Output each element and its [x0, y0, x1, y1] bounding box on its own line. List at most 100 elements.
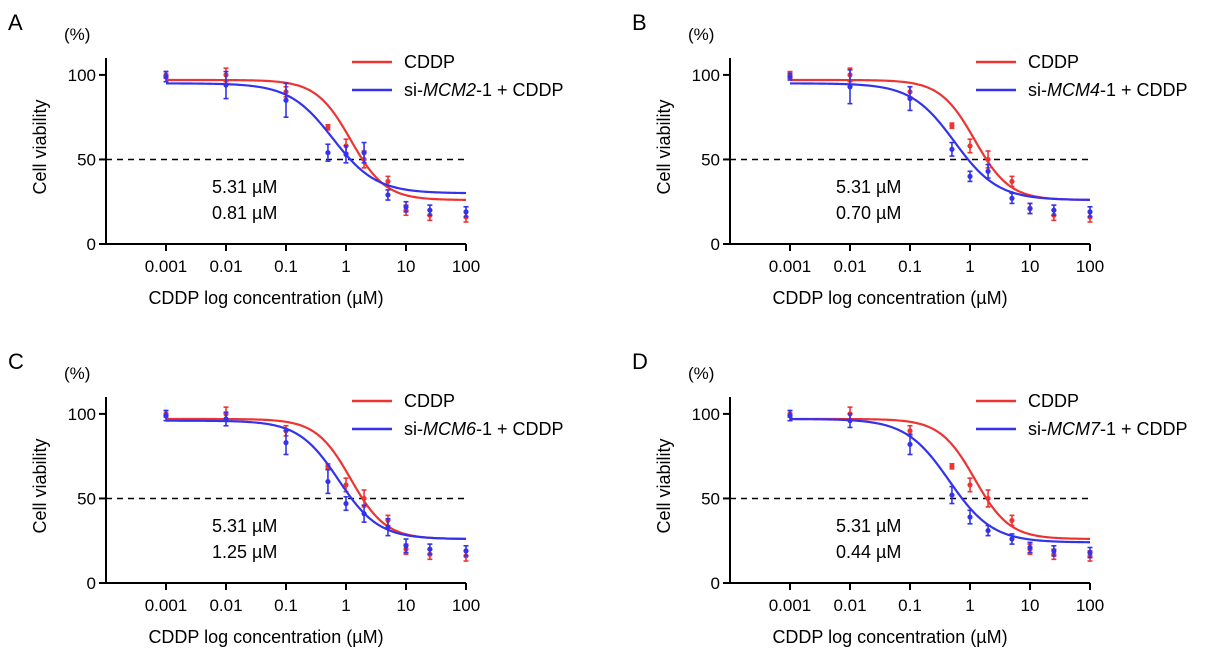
data-point [787, 413, 793, 419]
x-tick-label: 1 [341, 257, 350, 276]
legend-label: si-MCM2-1 + CDDP [404, 80, 564, 100]
data-point [427, 207, 433, 213]
data-point [343, 500, 349, 507]
panel-label: C [8, 349, 24, 374]
legend-suffix: -1 + CDDP [1100, 419, 1188, 439]
data-point [949, 146, 955, 152]
data-point [907, 441, 913, 447]
data-point [223, 416, 229, 422]
fit-curve-si [789, 417, 1091, 544]
chart-panel-b: B 0 50 100 0.001 0.01 0.1 1 10 100 CDDP log concen… [632, 10, 1188, 308]
data-point [1087, 209, 1093, 215]
x-axis-label: CDDP log concentration (µM) [148, 288, 383, 308]
y-tick-label: 0 [711, 235, 720, 254]
x-axis-label: CDDP log concentration (µM) [772, 288, 1007, 308]
y-tick-label: 100 [68, 405, 96, 424]
data-point [1009, 195, 1015, 201]
y-axis-label: Cell viability [654, 438, 674, 533]
legend-prefix: CDDP [1028, 52, 1079, 72]
y-axis-label: Cell viability [654, 99, 674, 194]
y-tick-label: 0 [87, 235, 96, 254]
data-point [223, 82, 229, 88]
data-point [463, 209, 469, 215]
x-tick-label: 100 [452, 257, 480, 276]
legend-gene: MCM4 [1047, 80, 1100, 100]
x-tick-label: 0.01 [833, 257, 866, 276]
x-tick-label: 100 [452, 596, 480, 615]
data-point [847, 84, 853, 90]
data-point [427, 546, 433, 552]
data-point [967, 143, 973, 149]
data-point [985, 495, 991, 502]
legend-gene: MCM6 [423, 419, 477, 439]
y-tick-label: 100 [692, 66, 720, 85]
y-tick-label: 100 [68, 66, 96, 85]
x-tick-label: 10 [397, 257, 416, 276]
x-tick-label: 0.1 [898, 257, 922, 276]
y-unit-label: (%) [64, 25, 90, 44]
data-point [1027, 544, 1033, 551]
panel-label: B [632, 10, 647, 35]
panel-label: A [8, 10, 23, 35]
y-tick-label: 50 [77, 489, 96, 508]
legend-prefix: CDDP [404, 391, 455, 411]
data-point [1009, 517, 1015, 524]
data-point [403, 204, 409, 210]
data-point [787, 74, 793, 80]
data-point [283, 97, 289, 103]
data-point [1051, 207, 1057, 213]
x-tick-label: 1 [965, 596, 974, 615]
ic50-label-cddp: 5.31 µM [836, 177, 901, 197]
x-tick-label: 100 [1076, 257, 1104, 276]
legend-prefix: si- [404, 80, 423, 100]
x-tick-label: 1 [965, 257, 974, 276]
y-tick-label: 100 [692, 405, 720, 424]
data-point [163, 74, 169, 80]
data-point [907, 428, 913, 434]
legend-label: si-MCM4-1 + CDDP [1028, 80, 1188, 100]
x-tick-label: 0.01 [209, 596, 242, 615]
y-tick-label: 0 [87, 574, 96, 593]
legend-label: si-MCM7-1 + CDDP [1028, 419, 1188, 439]
ic50-label-si: 0.70 µM [836, 203, 901, 223]
legend-prefix: CDDP [404, 52, 455, 72]
legend-label: CDDP [404, 391, 455, 411]
data-point [463, 548, 469, 554]
data-point [967, 514, 973, 520]
data-point [361, 495, 367, 502]
y-axis-label: Cell viability [30, 438, 50, 533]
legend-suffix: -1 + CDDP [476, 419, 564, 439]
legend-gene: MCM2 [423, 80, 476, 100]
legend-prefix: CDDP [1028, 391, 1079, 411]
y-unit-label: (%) [688, 25, 714, 44]
data-point [907, 95, 913, 102]
data-point [967, 173, 973, 179]
x-tick-label: 0.1 [898, 596, 922, 615]
x-tick-label: 10 [1021, 257, 1040, 276]
fit-curve-si [165, 82, 467, 195]
legend-label: CDDP [404, 52, 455, 72]
data-point [403, 543, 409, 549]
data-point [325, 150, 331, 156]
data-point [1087, 549, 1093, 556]
data-point [385, 192, 391, 198]
x-tick-label: 10 [397, 596, 416, 615]
data-point [967, 482, 973, 488]
legend-suffix: -1 + CDDP [476, 80, 564, 100]
data-point [847, 418, 853, 424]
data-point [1009, 536, 1015, 542]
chart-panel-a: A 0 50 100 0.001 0.01 0.1 1 10 100 CDDP log concen… [8, 10, 564, 308]
data-point [325, 124, 331, 130]
chart-panel-d: D 0 50 100 0.001 0.01 0.1 1 10 100 CDDP log concen… [632, 349, 1188, 647]
x-tick-label: 0.001 [769, 596, 812, 615]
data-point [385, 178, 391, 185]
data-point [343, 151, 349, 157]
legend-label: CDDP [1028, 52, 1079, 72]
fit-curve-si [165, 419, 467, 540]
x-tick-label: 1 [341, 596, 350, 615]
data-point [325, 478, 331, 485]
x-axis-label: CDDP log concentration (µM) [148, 627, 383, 647]
ic50-label-si: 1.25 µM [212, 542, 277, 562]
